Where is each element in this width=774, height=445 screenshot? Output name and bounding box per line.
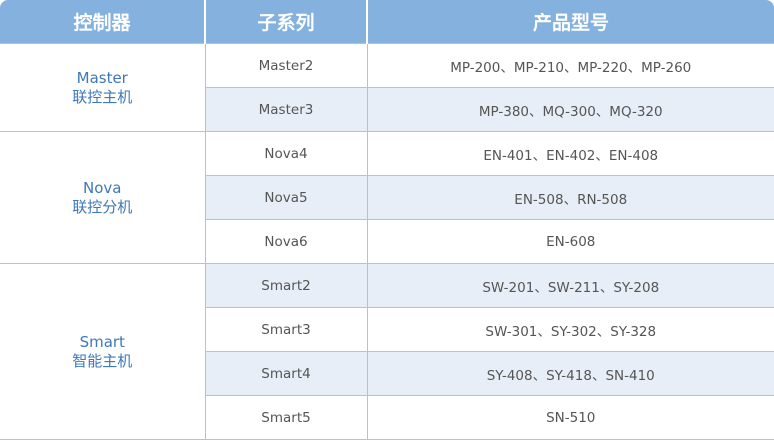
subseries-cell: Master2	[204, 43, 368, 88]
subseries-cell: Smart4	[204, 351, 368, 396]
models-cell: SW-301、SY-302、SY-328	[366, 307, 774, 352]
controller-name: Nova	[83, 178, 122, 197]
models-cell: SN-510	[366, 395, 774, 440]
models-cell: SW-201、SW-211、SY-208	[366, 263, 774, 308]
table-row: Master 联控主机 Master2 MP-200、MP-210、MP-220、MP…	[0, 43, 774, 132]
models-cell: MP-200、MP-210、MP-220、MP-260	[366, 43, 774, 88]
table-row: Nova 联控分机 Nova4 EN-401、EN-402、EN-408	[0, 131, 774, 264]
controller-desc: 联控主机	[72, 87, 133, 106]
models-cell: EN-401、EN-402、EN-408	[366, 131, 774, 176]
table-row: Smart5 SN-510	[0, 395, 774, 440]
controller-desc: 智能主机	[72, 351, 133, 370]
subseries-cell: Smart2	[204, 263, 368, 308]
table-row: Nova6 EN-608	[0, 219, 774, 264]
models-cell: EN-508、RN-508	[366, 175, 774, 220]
table-row: Smart3 SW-301、SY-302、SY-328	[0, 307, 774, 352]
models-cell: EN-608	[366, 219, 774, 264]
subseries-cell: Nova5	[204, 175, 368, 220]
models-cell: SY-408、SY-418、SN-410	[366, 351, 774, 396]
controller-name: Smart	[79, 332, 125, 351]
header-models: 产品型号	[367, 0, 774, 44]
models-cell: MP-380、MQ-300、MQ-320	[366, 87, 774, 132]
controller-desc: 联控分机	[72, 197, 133, 216]
subseries-cell: Master3	[204, 87, 368, 132]
controller-cell: Master 联控主机	[0, 43, 206, 132]
header-row: 控制器 子系列 产品型号	[0, 0, 774, 44]
controller-name: Master	[76, 68, 128, 87]
subseries-cell: Smart5	[204, 395, 368, 440]
subseries-cell: Nova4	[204, 131, 368, 176]
controller-cell: Smart 智能主机	[0, 263, 206, 440]
header-subseries: 子系列	[205, 0, 368, 44]
subseries-cell: Smart3	[204, 307, 368, 352]
table-row: Smart 智能主机 Smart2 SW-201、SW-211、SY-208	[0, 263, 774, 440]
table-row: Smart4 SY-408、SY-418、SN-410	[0, 351, 774, 396]
header-controller: 控制器	[0, 0, 206, 44]
subseries-cell: Nova6	[204, 219, 368, 264]
controller-cell: Nova 联控分机	[0, 131, 206, 264]
